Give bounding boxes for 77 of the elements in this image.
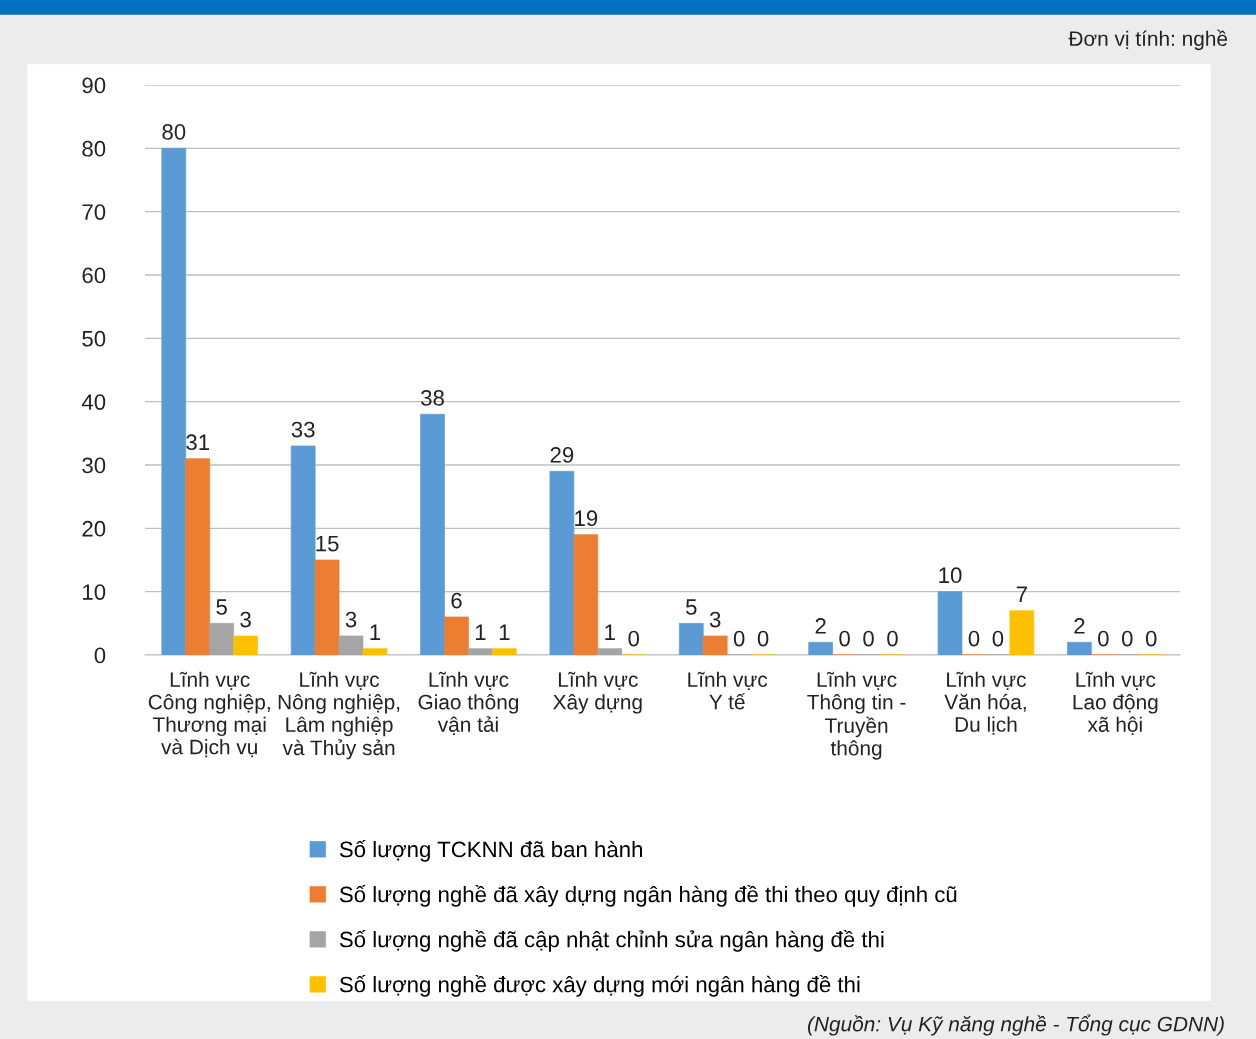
bar — [314, 559, 340, 655]
data-label: 0 — [863, 630, 874, 647]
data-label: 0 — [1145, 630, 1157, 647]
data-label: 29 — [550, 447, 574, 463]
bar — [209, 622, 234, 655]
data-label: 2 — [1074, 618, 1085, 634]
legend-label: Số lượng nghề đã cập nhật chỉnh sửa ngân hàng đề thi — [339, 930, 884, 952]
x-tick-label: Lĩnh vực Xây dựng — [553, 671, 642, 714]
data-label: 7 — [1016, 586, 1027, 602]
bar — [702, 635, 728, 655]
y-tick-label: 70 — [82, 204, 106, 220]
data-label: 3 — [240, 611, 251, 628]
bar — [1009, 610, 1035, 655]
bar — [808, 641, 833, 655]
data-label: 0 — [839, 630, 850, 647]
data-label: 0 — [628, 630, 640, 647]
data-label: 19 — [575, 510, 598, 527]
x-tick-label: Lĩnh vực Nông nghiệp, Lâm nghiệp và Thủy sản — [278, 671, 400, 760]
data-label: 0 — [757, 630, 769, 647]
bar — [573, 534, 599, 655]
bar — [444, 616, 469, 655]
bar — [597, 648, 623, 655]
x-tick-label: Lĩnh vực Y tế — [688, 671, 768, 710]
x-tick-label: Lĩnh vực Văn hóa, Du lịch — [944, 671, 1026, 735]
legend-label: Số lượng TCKNN đã ban hành — [339, 840, 642, 862]
data-label: 5 — [686, 599, 697, 615]
bar — [492, 648, 517, 655]
y-tick-label: 90 — [82, 77, 106, 94]
data-label: 0 — [1121, 630, 1133, 647]
data-label: 0 — [1098, 630, 1109, 647]
data-label: 33 — [291, 421, 315, 438]
bar — [549, 470, 575, 655]
x-tick-label: Lĩnh vực Thông tin - Truyền thông — [807, 671, 906, 760]
text: (Nguồn: Vụ Kỹ năng nghề - Tổng cục GDNN) — [807, 1014, 1224, 1036]
x-tick-label: Lĩnh vực Công nghiệp, Thương mại và Dịch vụ — [148, 671, 270, 758]
bar — [678, 622, 704, 655]
data-label: 0 — [968, 630, 980, 647]
legend-label: Số lượng nghề đã xây dựng ngân hàng đề thi theo quy định cũ — [339, 885, 957, 907]
data-label: 10 — [939, 567, 962, 584]
data-label: 31 — [186, 434, 209, 451]
data-label: 0 — [887, 630, 898, 647]
x-tick-label: Lĩnh vực Lao động xã hội — [1073, 671, 1158, 735]
text: Đơn vị tính: nghề — [1068, 29, 1228, 51]
y-tick-label: 50 — [82, 330, 106, 347]
data-label: 38 — [421, 390, 444, 406]
data-label: 3 — [345, 611, 357, 628]
y-tick-label: 20 — [82, 520, 106, 537]
bar — [420, 413, 445, 655]
data-label: 1 — [605, 624, 615, 640]
data-label: 2 — [815, 618, 826, 634]
y-tick-label: 40 — [81, 394, 106, 410]
y-tick-label: 60 — [82, 267, 106, 284]
data-label: 0 — [733, 630, 745, 647]
x-tick-label: Lĩnh vực Giao thông vận tải — [418, 671, 519, 735]
bar — [161, 147, 187, 655]
bar — [937, 591, 963, 655]
y-tick-label: 10 — [83, 584, 106, 600]
y-tick-label: 0 — [94, 647, 106, 664]
y-tick-label: 30 — [82, 457, 106, 474]
bar — [185, 458, 211, 655]
data-label: 1 — [499, 624, 510, 640]
data-label: 15 — [316, 535, 339, 552]
bar — [362, 648, 388, 655]
data-label: 1 — [475, 624, 486, 640]
bar — [468, 648, 493, 655]
bar — [338, 635, 364, 655]
data-label: 80 — [162, 124, 186, 140]
y-tick-label: 80 — [82, 140, 106, 157]
data-label: 3 — [709, 611, 721, 628]
bar — [1067, 641, 1092, 655]
data-label: 0 — [992, 630, 1004, 647]
data-label: 5 — [216, 599, 227, 615]
legend-label: Số lượng nghề được xây dựng mới ngân hàng đề thi — [339, 975, 860, 997]
data-label: 1 — [370, 624, 381, 640]
bar — [290, 445, 316, 655]
bar — [233, 635, 258, 655]
data-label: 6 — [451, 592, 462, 609]
